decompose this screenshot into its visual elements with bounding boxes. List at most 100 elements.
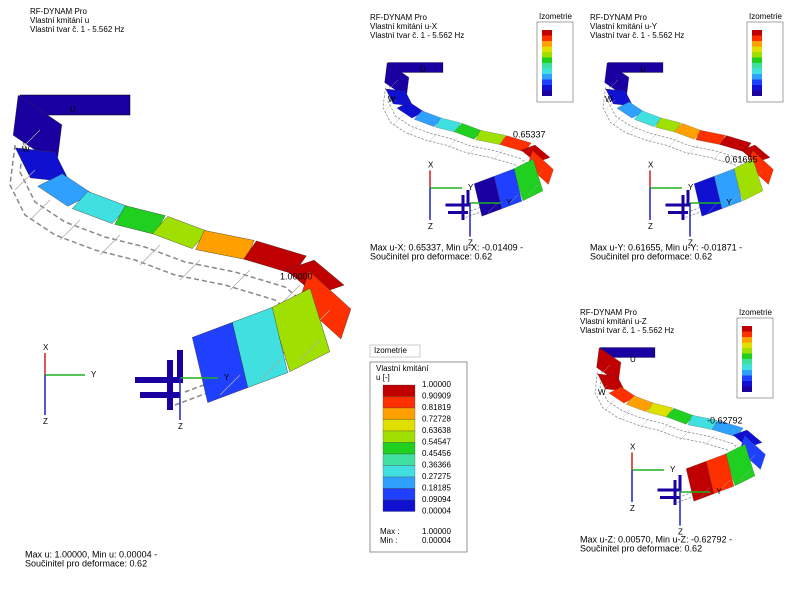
mini-legend-swatch xyxy=(542,30,552,36)
support-label: U xyxy=(70,105,76,114)
support-label: W xyxy=(598,388,606,397)
mini-legend-swatch xyxy=(742,331,752,337)
mini-legend-swatch xyxy=(752,79,762,85)
panel-footer: Max u: 1.00000, Min u: 0.00004 - xyxy=(25,549,157,559)
legend-value: 0.09094 xyxy=(422,495,451,504)
extreme-value-label: 0.65337 xyxy=(513,129,546,139)
railing xyxy=(19,129,41,151)
legend-title-box xyxy=(369,344,421,358)
mini-legend-swatch xyxy=(542,57,552,63)
ribbon-segment xyxy=(474,176,502,217)
axis-label: Y xyxy=(670,465,676,474)
panel-footer: Součinitel pro deformace: 0.62 xyxy=(25,558,147,568)
railing xyxy=(679,429,691,441)
railing xyxy=(229,269,251,291)
railing xyxy=(99,234,121,256)
panel-footer: Max u-Z: 0.00570, Min u-Z: -0.62792 - xyxy=(580,534,732,544)
panel-footer: Max u-Y: 0.61655, Min u-Y: -0.01871 - xyxy=(590,242,742,252)
ribbon-segment xyxy=(195,230,255,260)
legend-swatch xyxy=(382,476,416,489)
ribbon-segment xyxy=(719,135,752,153)
ribbon-segment xyxy=(694,176,722,217)
support xyxy=(665,190,690,220)
panel-header: RF-DYNAM Pro xyxy=(370,13,427,22)
legend-swatch xyxy=(382,465,416,478)
railing xyxy=(659,422,671,433)
legend-heading: u [-] xyxy=(376,373,390,382)
legend-swatch xyxy=(382,419,416,432)
railing xyxy=(687,144,699,156)
mini-legend-swatch xyxy=(752,85,762,91)
legend-swatch xyxy=(382,488,416,501)
extreme-value-label: 1.00000 xyxy=(280,271,313,281)
panel-header: Vlastní kmitání u-Y xyxy=(590,22,658,31)
legend-value: 1.00000 xyxy=(422,380,451,389)
axis-label: Y xyxy=(468,183,474,192)
support-label: W xyxy=(605,95,613,104)
mini-legend-swatch xyxy=(742,386,752,392)
mini-legend-swatch xyxy=(742,348,752,354)
railing xyxy=(604,399,616,411)
ribbon-segment xyxy=(687,415,718,430)
railing xyxy=(627,124,639,136)
mini-legend-swatch xyxy=(542,41,552,47)
panel-header: Vlastní kmitání u-X xyxy=(370,22,438,31)
structure xyxy=(382,62,554,220)
railing xyxy=(605,99,616,111)
railing xyxy=(619,409,631,421)
mini-legend-swatch xyxy=(542,52,552,58)
ribbon-segment xyxy=(695,130,726,145)
axis-label: Z xyxy=(630,504,635,513)
mini-legend-swatch xyxy=(742,342,752,348)
ribbon-segment xyxy=(655,117,681,133)
railing xyxy=(392,114,404,126)
ribbon-segment xyxy=(114,205,166,235)
railing xyxy=(467,144,479,156)
panel-footer: Max u-X: 0.65337, Min u-X: -0.01409 - xyxy=(370,242,523,252)
mini-legend-swatch xyxy=(542,85,552,91)
axis-label: Y xyxy=(716,487,722,496)
panel-header: Vlastní tvar č. 1 - 5.562 Hz xyxy=(590,31,684,40)
axis-label: Z xyxy=(688,239,693,248)
legend-value: 0.45456 xyxy=(422,449,451,458)
legend-heading: Vlastní kmitání xyxy=(376,364,429,373)
railing xyxy=(607,79,619,91)
legend-min-label: Min : xyxy=(380,536,397,545)
railing xyxy=(407,124,419,136)
panel-header: Vlastní tvar č. 1 - 5.562 Hz xyxy=(30,25,124,34)
panel-footer: Součinitel pro deformace: 0.62 xyxy=(370,251,492,261)
legend-value: 0.27275 xyxy=(422,472,451,481)
railing xyxy=(487,202,499,213)
mini-legend-swatch xyxy=(542,35,552,41)
mini-legend-swatch xyxy=(752,57,762,63)
support-label: U xyxy=(630,355,636,364)
railing xyxy=(14,169,36,191)
mini-legend-swatch xyxy=(752,74,762,80)
legend-title: Izometrie xyxy=(374,346,407,355)
mini-legend-swatch xyxy=(752,90,762,96)
mini-legend-swatch xyxy=(752,46,762,52)
legend-swatch xyxy=(382,442,416,455)
axis-label: X xyxy=(630,443,636,452)
ribbon-segment xyxy=(747,150,774,185)
mini-legend-swatch xyxy=(742,353,752,359)
mini-legend-swatch xyxy=(752,41,762,47)
legend-swatch xyxy=(382,453,416,466)
support-label: W xyxy=(22,145,30,154)
railing xyxy=(599,364,611,376)
axis-label: X xyxy=(428,161,434,170)
railing xyxy=(667,137,679,148)
railing xyxy=(139,244,161,266)
axis-label: Z xyxy=(648,222,653,231)
axis-label: Z xyxy=(43,417,48,426)
legend-swatch xyxy=(382,407,416,420)
axis-label: Z xyxy=(678,528,683,537)
legend-swatch xyxy=(382,430,416,443)
mini-legend-swatch xyxy=(542,46,552,52)
railing xyxy=(387,79,399,91)
mini-legend-swatch xyxy=(542,79,552,85)
ribbon-segment xyxy=(647,402,673,418)
extreme-value-label: -0.62792 xyxy=(707,415,743,425)
